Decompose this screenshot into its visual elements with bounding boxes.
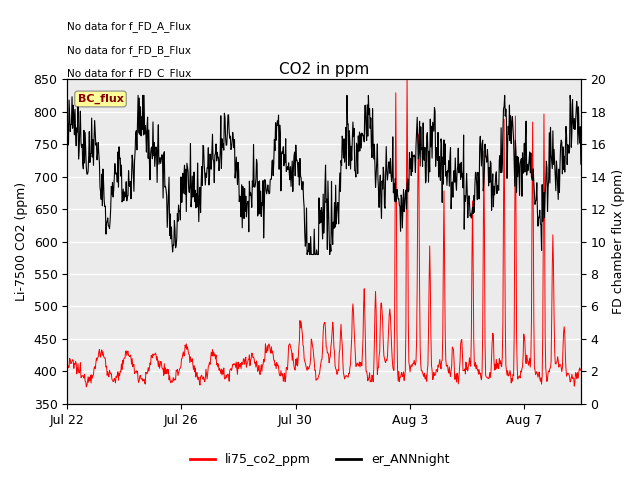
Text: No data for f_FD_B_Flux: No data for f_FD_B_Flux [67,45,191,56]
Text: No data for f_FD_A_Flux: No data for f_FD_A_Flux [67,22,191,32]
Text: BC_flux: BC_flux [77,94,124,104]
Text: No data for f_FD_C_Flux: No data for f_FD_C_Flux [67,68,191,79]
Title: CO2 in ppm: CO2 in ppm [279,61,369,77]
Legend: li75_co2_ppm, er_ANNnight: li75_co2_ppm, er_ANNnight [186,448,454,471]
Y-axis label: Li-7500 CO2 (ppm): Li-7500 CO2 (ppm) [15,182,28,301]
Y-axis label: FD chamber flux (ppm): FD chamber flux (ppm) [612,169,625,314]
